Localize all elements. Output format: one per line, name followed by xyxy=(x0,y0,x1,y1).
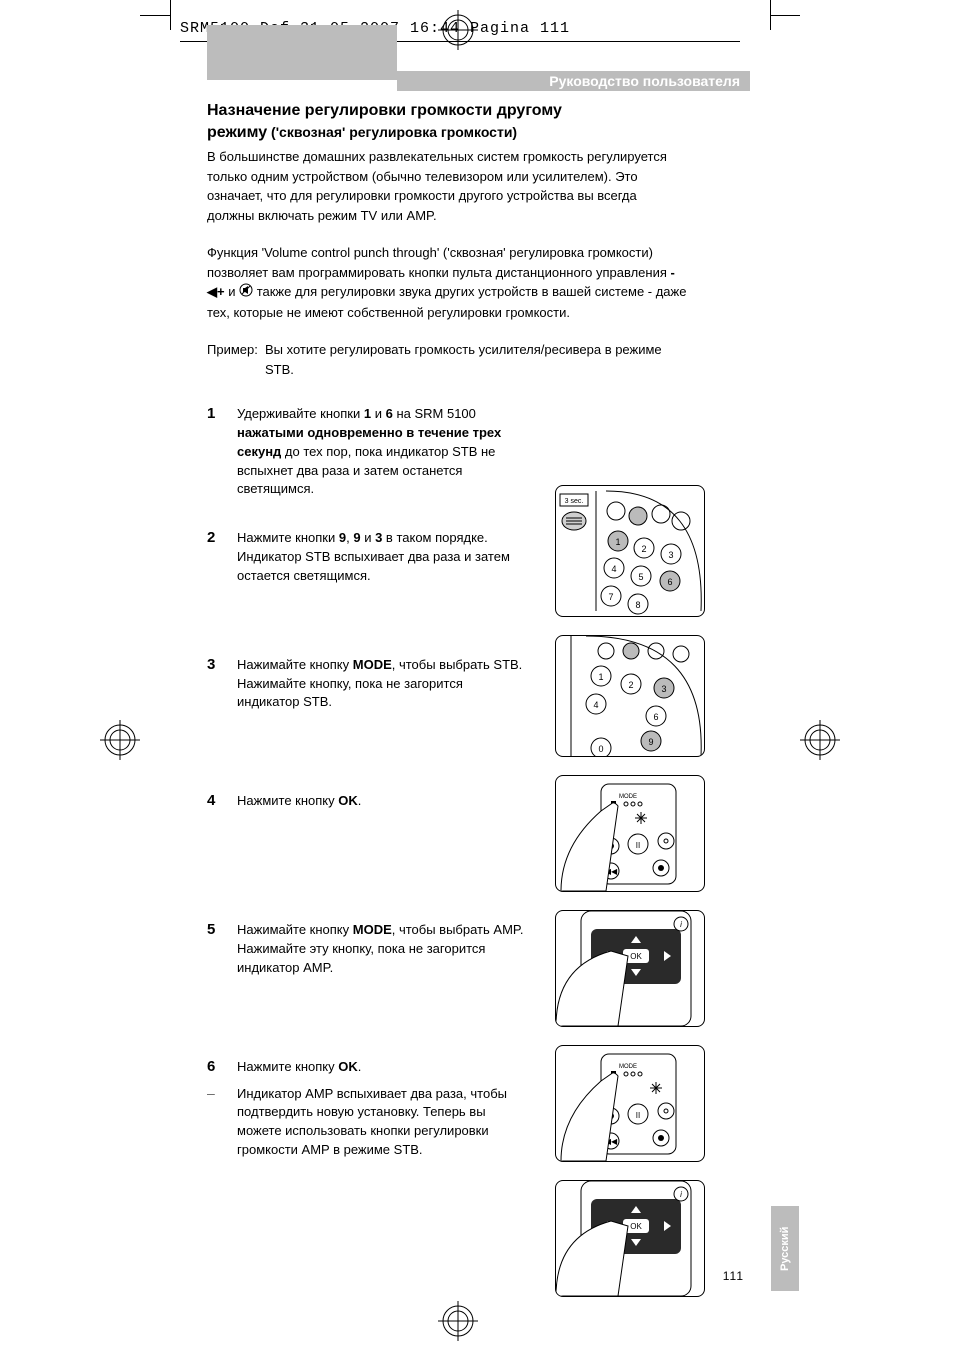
svg-text:i: i xyxy=(680,1190,682,1199)
svg-text:3: 3 xyxy=(668,550,673,560)
step-1-num: 1 xyxy=(207,405,237,422)
heading-line2b: ('сквозная' регулировка громкости) xyxy=(267,124,517,140)
crop-mark xyxy=(770,15,800,16)
svg-text:1: 1 xyxy=(615,537,620,547)
diagrams-column: 3 sec. 1 2 3 4 5 6 7 8 1 xyxy=(555,485,705,1315)
dash: – xyxy=(207,1085,237,1101)
svg-text:3: 3 xyxy=(661,684,666,694)
svg-text:9: 9 xyxy=(648,737,653,747)
svg-text:4: 4 xyxy=(593,700,598,710)
svg-text:OK: OK xyxy=(630,1222,642,1231)
svg-text:MODE: MODE xyxy=(619,794,637,800)
mute-icon xyxy=(239,283,253,303)
diagram-step-5: MODE II ◀◀ xyxy=(555,1045,705,1162)
gray-block xyxy=(207,25,397,80)
svg-text:6: 6 xyxy=(667,577,672,587)
svg-text:2: 2 xyxy=(628,680,633,690)
step-6-text: Нажмите кнопку OK. xyxy=(237,1058,527,1077)
paragraph-2: Функция 'Volume control punch through' (… xyxy=(207,243,687,322)
step-5-text: Нажимайте кнопку MODE, чтобы выбрать AMP… xyxy=(237,921,527,978)
registration-mark-bottom xyxy=(438,1301,478,1341)
svg-text:4: 4 xyxy=(611,564,616,574)
and-text: и xyxy=(225,284,240,299)
svg-text:II: II xyxy=(636,841,640,850)
step-5-num: 5 xyxy=(207,921,237,938)
diagram-step-1: 3 sec. 1 2 3 4 5 6 7 8 xyxy=(555,485,705,617)
diagram-step-6: OK i ⊕ xyxy=(555,1180,705,1297)
para2a: Функция 'Volume control punch through' (… xyxy=(207,245,671,280)
svg-text:6: 6 xyxy=(653,712,658,722)
example-label: Пример: xyxy=(207,340,265,379)
section-heading: Назначение регулировки громкости другому… xyxy=(207,100,687,143)
diagram-step-2: 1 2 3 4 6 9 0 xyxy=(555,635,705,757)
step-3-num: 3 xyxy=(207,656,237,673)
svg-text:MODE: MODE xyxy=(619,1064,637,1070)
language-tab: Русский xyxy=(771,1206,799,1291)
step-6-num: 6 xyxy=(207,1058,237,1075)
svg-text:3 sec.: 3 sec. xyxy=(565,498,584,505)
diagram-step-3: MODE II ◀◀ xyxy=(555,775,705,892)
svg-text:5: 5 xyxy=(638,572,643,582)
step-1-text: Удерживайте кнопки 1 и 6 на SRM 5100 наж… xyxy=(237,405,527,499)
diagram-step-4: OK i ⊕ xyxy=(555,910,705,1027)
svg-text:2: 2 xyxy=(641,544,646,554)
step-6-note-text: Индикатор AMP вспыхивает два раза, чтобы… xyxy=(237,1085,527,1160)
paragraph-1: В большинстве домашних развлекательных с… xyxy=(207,147,687,225)
manual-title-bar: Руководство пользователя xyxy=(397,71,750,91)
page-number: 111 xyxy=(723,1269,744,1283)
svg-text:0: 0 xyxy=(598,744,603,754)
example-text: Вы хотите регулировать громкость усилите… xyxy=(265,340,687,379)
heading-line1: Назначение регулировки громкости другому xyxy=(207,102,562,119)
step-3-text: Нажимайте кнопку MODE, чтобы выбрать STB… xyxy=(237,656,527,713)
svg-text:OK: OK xyxy=(630,952,642,961)
registration-mark-left xyxy=(100,720,140,760)
svg-text:8: 8 xyxy=(635,600,640,610)
step-2-num: 2 xyxy=(207,529,237,546)
step-4-text: Нажмите кнопку OK. xyxy=(237,792,527,811)
heading-line2a: режиму xyxy=(207,124,267,141)
svg-text:1: 1 xyxy=(598,672,603,682)
para2b: также для регулировки звука других устро… xyxy=(207,284,686,319)
example-row: Пример: Вы хотите регулировать громкость… xyxy=(207,340,687,379)
svg-text:i: i xyxy=(680,920,682,929)
crop-mark xyxy=(170,0,171,30)
svg-text:7: 7 xyxy=(608,592,613,602)
step-4-num: 4 xyxy=(207,792,237,809)
registration-mark-right xyxy=(800,720,840,760)
crop-mark xyxy=(140,15,170,16)
step-2-text: Нажмите кнопки 9, 9 и 3 в таком порядке.… xyxy=(237,529,527,586)
svg-text:II: II xyxy=(636,1111,640,1120)
